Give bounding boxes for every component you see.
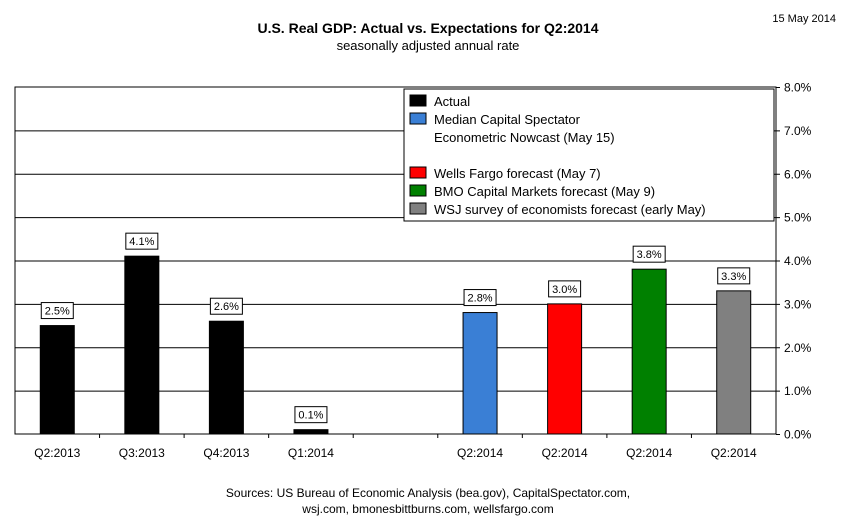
legend-swatch (409, 202, 427, 215)
x-category-label: Q4:2013 (203, 446, 249, 460)
svg-text:3.0%: 3.0% (552, 284, 577, 296)
y-tick-label: 5.0% (784, 211, 812, 225)
data-label: 3.0% (548, 280, 582, 298)
y-tick-label: 1.0% (784, 384, 812, 398)
bar (547, 303, 583, 435)
legend: Actual Median Capital Spectator Econometri… (403, 88, 775, 222)
legend-entry: Actual (434, 94, 470, 109)
legend-swatch (409, 112, 427, 125)
bar (462, 312, 498, 435)
data-label: 4.1% (125, 232, 159, 250)
x-category-label: Q2:2014 (711, 446, 757, 460)
bar (124, 255, 160, 435)
svg-text:2.6%: 2.6% (214, 301, 239, 313)
x-category-label: Q3:2013 (119, 446, 165, 460)
x-category-label: Q2:2014 (626, 446, 672, 460)
legend-entry: Wells Fargo forecast (May 7) (434, 166, 601, 181)
legend-swatch (409, 184, 427, 197)
bars: 2.5% 4.1% 2.6% 0.1% 2.8% 3.0% 3.8% 3.3% (39, 232, 752, 435)
chart-subtitle: seasonally adjusted annual rate (337, 38, 520, 53)
bar (631, 268, 667, 435)
data-label: 2.6% (209, 297, 243, 315)
y-tick-label: 7.0% (784, 124, 812, 138)
svg-text:3.3%: 3.3% (721, 271, 746, 283)
legend-entry: BMO Capital Markets forecast (May 9) (434, 184, 655, 199)
x-category-label: Q1:2014 (288, 446, 334, 460)
bar (39, 325, 75, 435)
x-category-label: Q2:2014 (542, 446, 588, 460)
y-tick-label: 6.0% (784, 167, 812, 181)
svg-text:2.8%: 2.8% (468, 293, 493, 305)
data-label: 2.5% (40, 302, 74, 320)
source-line-1: Sources: US Bureau of Economic Analysis … (226, 486, 630, 500)
data-label: 0.1% (294, 406, 328, 424)
y-tick-label: 3.0% (784, 297, 812, 311)
y-tick-label: 2.0% (784, 341, 812, 355)
legend-swatch (409, 94, 427, 107)
y-tick-label: 0.0% (784, 428, 812, 442)
source-line-2: wsj.com, bmonesbittburns.com, wellsfargo… (301, 502, 553, 516)
x-category-label: Q2:2013 (34, 446, 80, 460)
legend-swatch (409, 166, 427, 179)
legend-entry: WSJ survey of economists forecast (early… (434, 202, 706, 217)
chart-date: 15 May 2014 (772, 13, 836, 25)
legend-box (403, 88, 775, 222)
chart-title: U.S. Real GDP: Actual vs. Expectations f… (257, 20, 598, 36)
data-label: 3.3% (717, 267, 751, 285)
bar (716, 290, 752, 435)
bar (208, 320, 244, 435)
y-tick-label: 4.0% (784, 254, 812, 268)
svg-text:4.1%: 4.1% (129, 236, 154, 248)
data-label: 2.8% (463, 289, 497, 307)
svg-text:2.5%: 2.5% (45, 306, 70, 318)
data-label: 3.8% (632, 245, 666, 263)
x-category-label: Q2:2014 (457, 446, 503, 460)
legend-entry: Econometric Nowcast (May 15) (434, 130, 615, 145)
legend-entry: Median Capital Spectator (434, 112, 581, 127)
svg-text:3.8%: 3.8% (637, 249, 662, 261)
svg-text:0.1%: 0.1% (298, 410, 323, 422)
bar (293, 429, 329, 435)
y-tick-label: 8.0% (784, 81, 812, 95)
axes: 0.0% 1.0% 2.0% 3.0% 4.0% 5.0% 6.0% 7.0% 8.0% Q2:2… (14, 81, 812, 460)
